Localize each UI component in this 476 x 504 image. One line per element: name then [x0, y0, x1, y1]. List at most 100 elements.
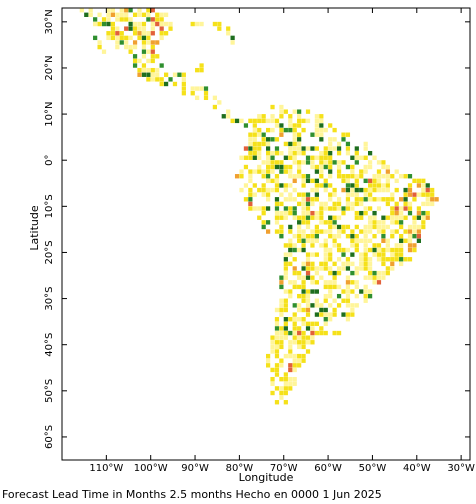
- forecast-cell: [372, 252, 377, 257]
- forecast-cell: [270, 344, 275, 350]
- forecast-cell: [359, 257, 364, 262]
- forecast-cell: [283, 307, 288, 313]
- forecast-cell: [168, 77, 173, 82]
- forecast-cell: [292, 146, 297, 151]
- forecast-cell: [314, 187, 319, 193]
- forecast-cell: [150, 58, 155, 64]
- forecast-cell: [328, 220, 333, 225]
- forecast-cell: [341, 247, 346, 253]
- forecast-cell: [305, 252, 311, 257]
- forecast-cell: [261, 160, 266, 165]
- forecast-cell: [345, 280, 351, 285]
- forecast-cell: [354, 238, 359, 243]
- forecast-cell: [288, 261, 293, 267]
- forecast-cell: [319, 243, 324, 248]
- lon-tick-label: 50°W: [359, 463, 387, 474]
- forecast-cell: [310, 303, 315, 308]
- forecast-cell: [283, 243, 288, 248]
- forecast-cell: [341, 312, 346, 317]
- forecast-cell: [297, 174, 302, 179]
- forecast-cell: [274, 187, 280, 193]
- forecast-cell: [363, 293, 368, 299]
- forecast-cell: [407, 238, 413, 243]
- forecast-cell: [283, 390, 288, 396]
- forecast-cell: [248, 174, 253, 179]
- forecast-cell: [270, 367, 275, 373]
- latitude-tick-labels: 30°N 20°N 10°N 0° 10°S 20°S 30°S 40°S 50°S 60°S: [44, 9, 55, 449]
- forecast-cell: [336, 169, 342, 174]
- forecast-cell: [319, 127, 324, 133]
- forecast-cell: [310, 178, 315, 184]
- forecast-cell: [115, 44, 120, 50]
- forecast-cell: [283, 400, 288, 405]
- x-axis-title: Longitude: [239, 471, 294, 484]
- forecast-cell: [336, 146, 342, 151]
- forecast-cell: [274, 123, 280, 128]
- forecast-cell: [137, 8, 142, 13]
- forecast-cell: [243, 197, 249, 202]
- forecast-cell: [354, 155, 359, 160]
- forecast-cell: [319, 164, 324, 170]
- forecast-cell: [390, 215, 395, 220]
- forecast-cell: [270, 118, 275, 124]
- forecast-cell: [412, 197, 417, 202]
- forecast-cell: [97, 12, 102, 17]
- forecast-cell: [319, 169, 324, 174]
- forecast-cell: [376, 206, 382, 211]
- forecast-cell: [279, 160, 284, 165]
- forecast-cell: [407, 183, 413, 188]
- forecast-cell: [323, 257, 328, 262]
- forecast-cell: [279, 363, 284, 368]
- forecast-cell: [376, 243, 382, 248]
- forecast-cell: [336, 293, 342, 299]
- forecast-cell: [288, 146, 293, 151]
- forecast-cell: [283, 197, 288, 202]
- forecast-cell: [283, 326, 288, 331]
- forecast-cell: [345, 192, 351, 197]
- forecast-cell: [266, 160, 271, 165]
- forecast-cell: [292, 137, 297, 142]
- forecast-cell: [372, 210, 377, 216]
- forecast-cell: [305, 326, 311, 331]
- forecast-cell: [212, 104, 217, 110]
- forecast-cell: [399, 174, 404, 179]
- forecast-cell: [168, 26, 173, 31]
- forecast-cell: [137, 12, 142, 17]
- forecast-cell: [288, 317, 293, 322]
- forecast-cell: [421, 192, 426, 197]
- forecast-cell: [310, 335, 315, 340]
- forecast-cell: [132, 44, 138, 50]
- forecast-cell: [297, 192, 302, 197]
- forecast-cell: [297, 220, 302, 225]
- forecast-cell: [314, 127, 319, 133]
- forecast-cell: [363, 164, 368, 170]
- forecast-cell: [274, 335, 280, 340]
- forecast-cell: [266, 164, 271, 170]
- forecast-cell: [301, 330, 306, 336]
- forecast-cell: [363, 284, 368, 290]
- forecast-cell: [292, 303, 297, 308]
- forecast-cell: [279, 127, 284, 133]
- forecast-cell: [332, 220, 337, 225]
- forecast-cell: [150, 40, 155, 45]
- forecast-cell: [288, 363, 293, 368]
- forecast-cell: [305, 293, 311, 299]
- forecast-cell: [292, 150, 297, 156]
- forecast-cell: [270, 127, 275, 133]
- forecast-cell: [323, 127, 328, 133]
- forecast-cell: [292, 132, 297, 137]
- forecast-cell: [305, 197, 311, 202]
- forecast-cell: [279, 183, 284, 188]
- forecast-cell: [155, 21, 160, 27]
- forecast-cell: [305, 340, 311, 345]
- forecast-cell: [314, 210, 319, 216]
- forecast-cell: [257, 132, 262, 137]
- forecast-cell: [345, 312, 351, 317]
- forecast-cell: [354, 303, 359, 308]
- forecast-cell: [101, 21, 107, 27]
- forecast-cell: [336, 224, 342, 230]
- forecast-cell: [266, 169, 271, 174]
- forecast-cell: [261, 141, 266, 147]
- forecast-cell: [292, 326, 297, 331]
- forecast-cell: [323, 312, 328, 317]
